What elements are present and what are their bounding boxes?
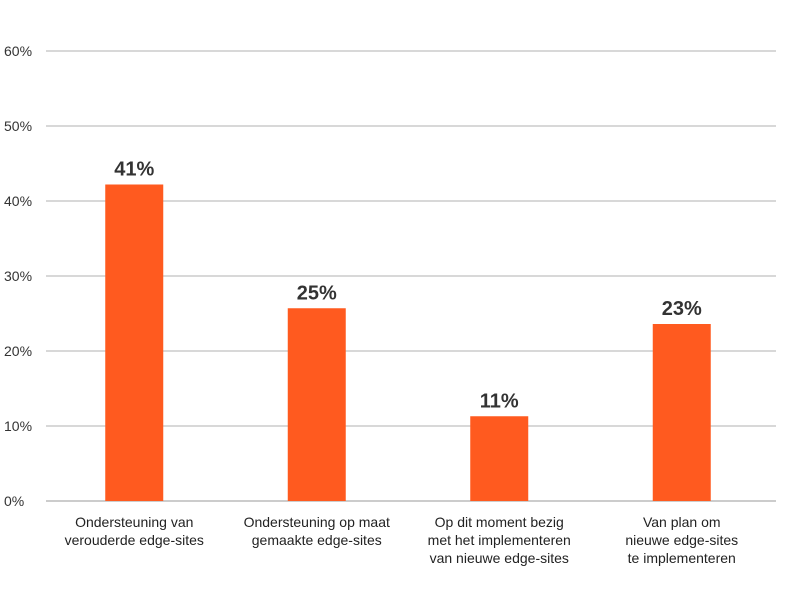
- bar: [105, 184, 164, 501]
- y-axis-tick-labels: 0% 10% 20% 30% 40% 50% 60%: [4, 43, 32, 509]
- gridlines: [46, 50, 776, 502]
- bars: [105, 184, 711, 501]
- category-label-line: Ondersteuning op maat: [244, 514, 390, 530]
- category-label-line: gemaakte edge-sites: [252, 532, 382, 548]
- category-label-line: te implementeren: [628, 550, 736, 566]
- y-tick-label: 40%: [4, 193, 32, 209]
- category-label-line: Van plan om: [643, 514, 721, 530]
- data-label: 23%: [662, 298, 702, 320]
- category-label: Van plan om nieuwe edge-sites te implement…: [625, 514, 738, 566]
- category-label-line: Op dit moment bezig: [435, 514, 564, 530]
- y-tick-label: 50%: [4, 118, 32, 134]
- x-axis-tick-labels: Ondersteuning van verouderde edge-sitesOn…: [65, 514, 739, 566]
- y-tick-label: 20%: [4, 343, 32, 359]
- category-label-line: met het implementeren: [428, 532, 571, 548]
- category-label-line: Ondersteuning van: [75, 514, 193, 530]
- y-tick-label: 0%: [4, 493, 24, 509]
- bar: [470, 416, 529, 501]
- data-label: 25%: [297, 282, 337, 304]
- bar: [287, 308, 346, 501]
- category-label: Op dit moment bezig met het implementeren…: [428, 514, 571, 566]
- category-label: Ondersteuning op maat gemaakte edge-sites: [244, 514, 390, 548]
- category-label-line: van nieuwe edge-sites: [430, 550, 569, 566]
- y-tick-label: 60%: [4, 43, 32, 59]
- category-label: Ondersteuning van verouderde edge-sites: [65, 514, 204, 548]
- data-label: 41%: [114, 159, 154, 181]
- category-label-line: nieuwe edge-sites: [625, 532, 738, 548]
- y-tick-label: 30%: [4, 268, 32, 284]
- data-label: 11%: [480, 390, 519, 412]
- y-tick-label: 10%: [4, 418, 32, 434]
- category-label-line: verouderde edge-sites: [65, 532, 204, 548]
- bar: [652, 324, 711, 501]
- data-labels: 41% 25% 11% 23%: [114, 159, 702, 413]
